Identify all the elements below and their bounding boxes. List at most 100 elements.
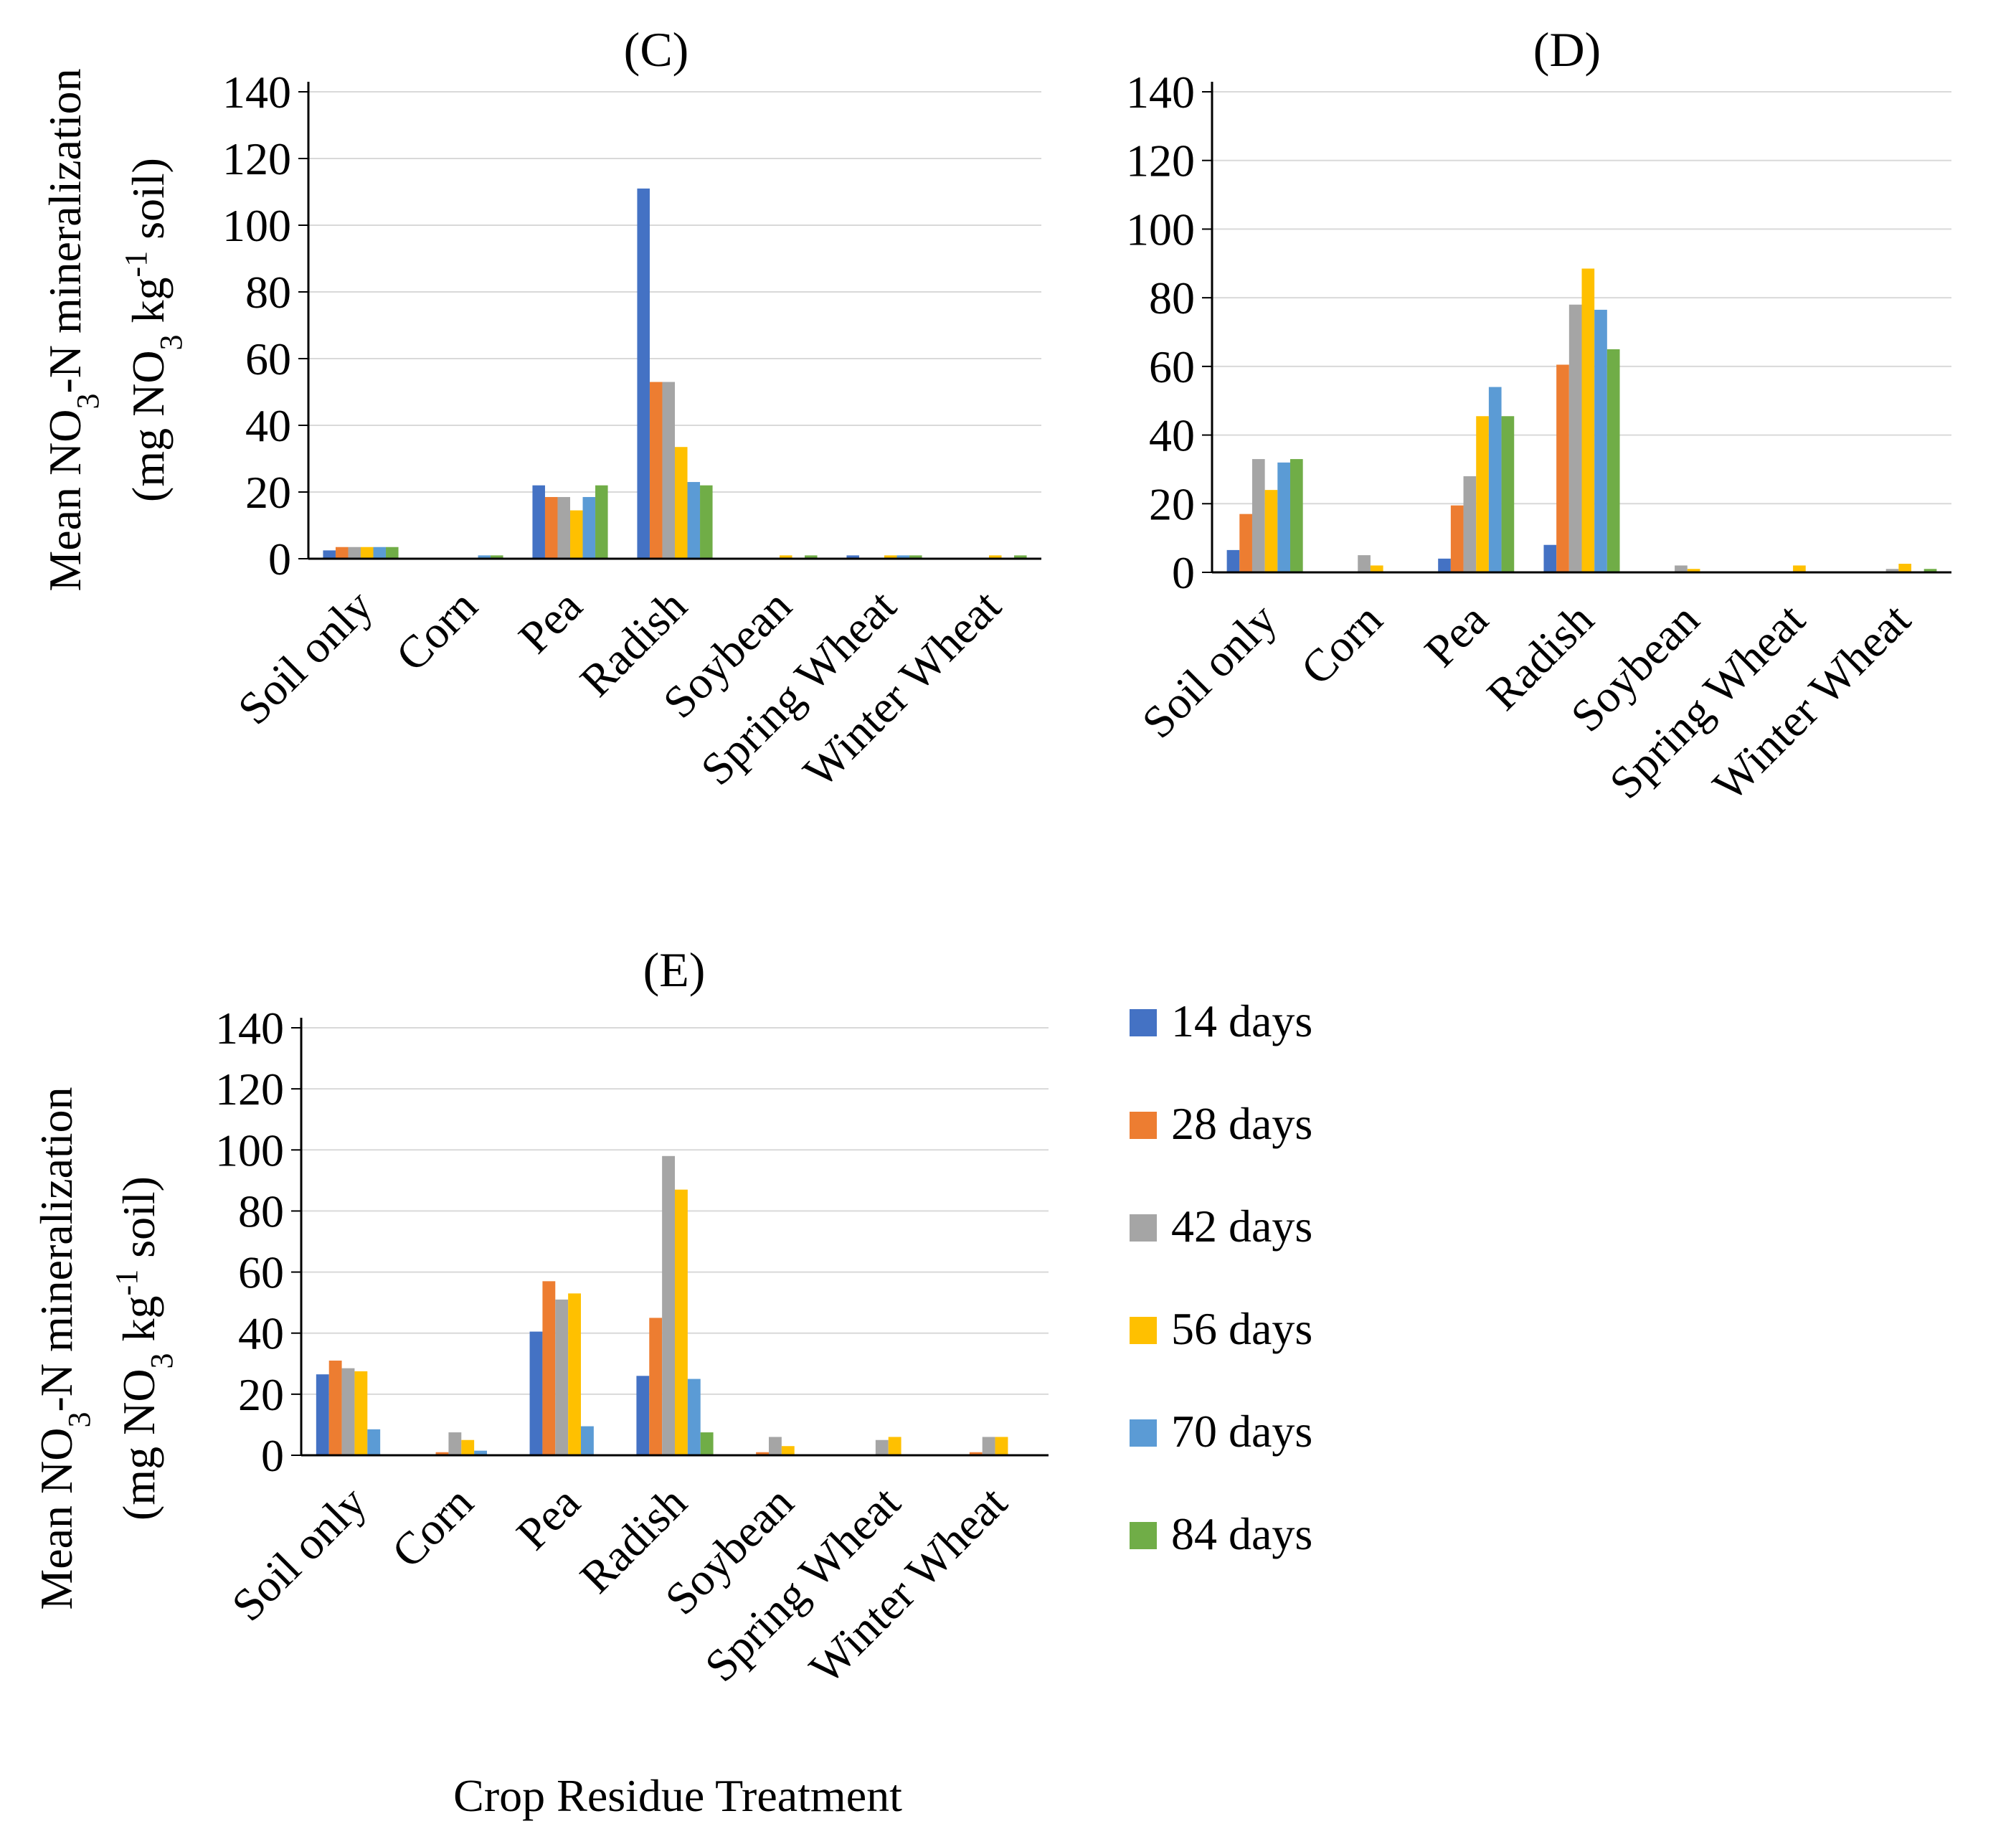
y-tick-label: 40: [238, 1308, 284, 1359]
bar: [687, 482, 701, 559]
x-tick-label: Soil only: [228, 580, 382, 734]
bar: [1687, 569, 1700, 572]
bar: [1476, 416, 1489, 572]
bar: [1226, 549, 1240, 572]
bar: [335, 547, 349, 559]
bar: [581, 1426, 594, 1455]
bar: [529, 1331, 543, 1455]
bar: [636, 1376, 650, 1455]
bar: [1606, 349, 1620, 572]
bar: [884, 555, 897, 559]
legend-label: 14 days: [1171, 996, 1312, 1046]
legend-swatch: [1130, 1112, 1157, 1139]
y-tick-label: 20: [1149, 478, 1195, 529]
bar: [595, 485, 608, 559]
y-axis-label-line1: Mean NO3-N mineralization: [31, 1087, 97, 1609]
y-axis-label: Mean NO3-N mineralization (mg NO3 kg-1 s…: [39, 68, 189, 591]
bar: [1543, 544, 1557, 572]
legend-swatch: [1130, 1214, 1157, 1242]
bar: [1793, 565, 1806, 572]
bar: [474, 1450, 488, 1455]
bar: [1556, 364, 1569, 572]
y-tick-label: 60: [238, 1247, 284, 1298]
bar: [1358, 555, 1371, 572]
bar: [846, 555, 859, 559]
bar: [386, 547, 399, 559]
bar: [316, 1374, 329, 1455]
y-tick-label: 120: [1126, 136, 1195, 186]
bar: [649, 382, 663, 559]
y-tick-label: 140: [222, 67, 291, 118]
x-tick-label: Pea: [506, 1477, 590, 1560]
y-tick-label: 40: [245, 400, 291, 451]
bar: [1581, 268, 1595, 572]
x-tick-label: Soil only: [1132, 594, 1287, 748]
bar: [969, 1452, 983, 1455]
chart-panel-c: (C) Mean NO3-N mineralization (mg NO3 kg…: [39, 22, 1041, 797]
y-tick-label: 80: [245, 267, 291, 318]
y-axis-label-line2: (mg NO3 kg-1 soil): [118, 158, 189, 502]
bar: [557, 496, 570, 559]
bar: [1289, 459, 1303, 572]
bar: [909, 555, 922, 559]
x-tick-label: Pea: [508, 580, 592, 663]
bar: [888, 1437, 901, 1455]
bar: [361, 547, 374, 559]
bar: [1885, 569, 1899, 572]
bar: [544, 496, 558, 559]
y-axis-label: Mean NO3-N mineralization (mg NO3 kg-1 s…: [31, 1087, 179, 1609]
bar: [328, 1361, 342, 1455]
x-axis-label: Crop Residue Treatment: [453, 1770, 902, 1821]
y-tick-label: 120: [222, 133, 291, 184]
y-tick-label: 140: [1126, 67, 1195, 118]
bar: [662, 382, 675, 559]
bar: [1277, 462, 1290, 572]
bar: [687, 1379, 701, 1455]
y-tick-label: 100: [1126, 204, 1195, 255]
y-tick-label: 0: [261, 1430, 284, 1481]
y-tick-label: 0: [1172, 547, 1195, 598]
bar: [1370, 565, 1383, 572]
bar: [780, 555, 792, 559]
bar: [1239, 514, 1252, 572]
bar: [1675, 565, 1688, 572]
x-tick-label: Corn: [1291, 594, 1392, 695]
bar: [491, 555, 503, 559]
y-tick-label: 80: [238, 1186, 284, 1237]
y-tick-label: 20: [245, 467, 291, 518]
legend-swatch: [1130, 1419, 1157, 1447]
bar: [675, 1189, 688, 1455]
bar: [700, 1432, 714, 1455]
bar: [1014, 555, 1027, 559]
bar: [532, 485, 545, 559]
bar: [989, 555, 1002, 559]
y-tick-label: 100: [222, 200, 291, 251]
bar: [1923, 569, 1937, 572]
bar: [367, 1429, 381, 1455]
bar: [1438, 558, 1451, 572]
bar: [1450, 505, 1464, 572]
bar: [1251, 459, 1265, 572]
bar: [555, 1299, 569, 1455]
bar: [700, 485, 713, 559]
bar: [896, 555, 910, 559]
y-axis-label-line2: (mg NO3 kg-1 soil): [109, 1176, 179, 1521]
y-tick-label: 120: [215, 1064, 284, 1115]
bar: [348, 547, 361, 559]
chart-title: (E): [643, 942, 706, 997]
legend-label: 84 days: [1171, 1508, 1312, 1559]
y-tick-label: 20: [238, 1369, 284, 1420]
bar: [1898, 564, 1912, 572]
bar: [568, 1293, 582, 1455]
y-tick-label: 0: [268, 534, 291, 585]
x-tick-label: Soil only: [222, 1477, 376, 1631]
bar: [435, 1452, 449, 1455]
bar: [982, 1437, 995, 1455]
bar: [995, 1437, 1008, 1455]
bar: [582, 496, 596, 559]
bar: [448, 1432, 462, 1455]
bar: [542, 1281, 556, 1455]
bar: [875, 1439, 889, 1455]
